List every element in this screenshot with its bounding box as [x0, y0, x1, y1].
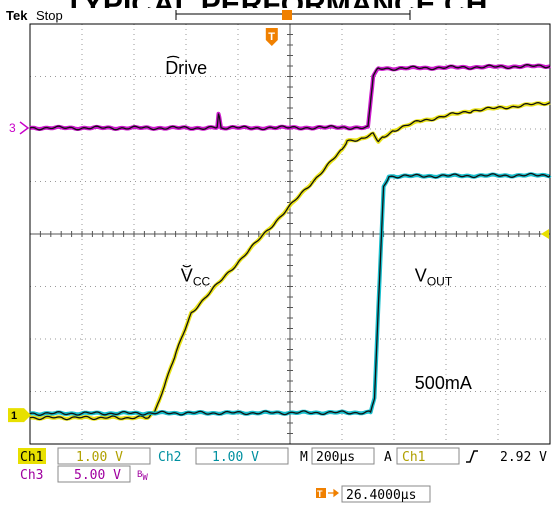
- ch1-scale-box: [57, 447, 151, 465]
- drive-annotation: Drive: [165, 58, 207, 78]
- trigger-position-label: T: [268, 31, 275, 43]
- ch3-level-marker: 3: [9, 121, 30, 135]
- vout-main: V: [415, 265, 427, 285]
- plot-frame: [29, 23, 551, 445]
- delay-value: 26.4000µs: [346, 488, 416, 503]
- trace-ch3-core: [29, 64, 551, 131]
- ch1-marker-label: 1: [11, 410, 17, 422]
- ch1-level-marker: 1: [8, 408, 31, 423]
- vcc-main: V: [181, 265, 193, 285]
- header-bar: [0, 8, 552, 22]
- ch1-label: Ch1: [20, 450, 43, 465]
- trace-ch2-core: [29, 172, 551, 416]
- timebase-box: [311, 447, 375, 465]
- ch3-label: Ch3: [20, 468, 43, 483]
- vcc-annotation: VCC: [181, 265, 211, 288]
- ch3-marker-label: 3: [9, 121, 16, 135]
- ch3-scale-box: [57, 465, 131, 483]
- delay-arrow-icon: [328, 488, 339, 498]
- ch1-marker-arrow: [8, 408, 31, 423]
- ch3-marker-arrow: [19, 121, 30, 135]
- ch3-bandwidth-limit: BW: [137, 470, 148, 483]
- trigger-slope-icon: [466, 450, 478, 463]
- trigger-source: Ch1: [402, 450, 425, 465]
- record-bar: [175, 10, 411, 20]
- drive-overbar: [166, 55, 180, 59]
- vcc-sub: CC: [193, 274, 211, 288]
- trace-ch1-core: [29, 102, 551, 421]
- ch1-label-box: [18, 448, 46, 464]
- acquisition-state: Stop: [36, 8, 63, 23]
- timebase-scale: 200µs: [316, 450, 355, 465]
- timebase-label: M: [300, 450, 308, 465]
- vcc-accent: [182, 264, 192, 268]
- vout-sub: OUT: [427, 274, 453, 288]
- vout-annotation: VOUT: [415, 265, 453, 288]
- brand-label: Tek: [6, 8, 28, 23]
- traces: [29, 63, 552, 421]
- delay-marker-label: T: [317, 489, 323, 499]
- delay-marker-box: [316, 488, 326, 498]
- annotations: Drive VCC VOUT 500mA: [165, 55, 472, 393]
- trigger-mode: A: [384, 450, 392, 465]
- trigger-level-marker: [541, 229, 549, 239]
- ch1-scale: 1.00 V: [76, 450, 123, 465]
- readout: Ch1 1.00 V Ch2 1.00 V M 200µs A Ch1 2.92…: [18, 447, 547, 503]
- ch2-scale: 1.00 V: [212, 450, 259, 465]
- delay-value-box: [341, 485, 431, 503]
- ch3-scale: 5.00 V: [74, 468, 121, 483]
- ch2-scale-box: [195, 447, 289, 465]
- trigger-level-arrow: [541, 229, 549, 239]
- trigger-source-box: [396, 447, 460, 465]
- graticule: [30, 24, 550, 444]
- trigger-position-marker: T: [265, 28, 278, 46]
- trigger-level: 2.92 V: [500, 450, 547, 465]
- load-annotation: 500mA: [415, 373, 472, 393]
- trigger-position-arrow: [265, 28, 278, 46]
- ch2-label: Ch2: [158, 450, 181, 465]
- channel-markers: 3 1 T: [8, 28, 549, 423]
